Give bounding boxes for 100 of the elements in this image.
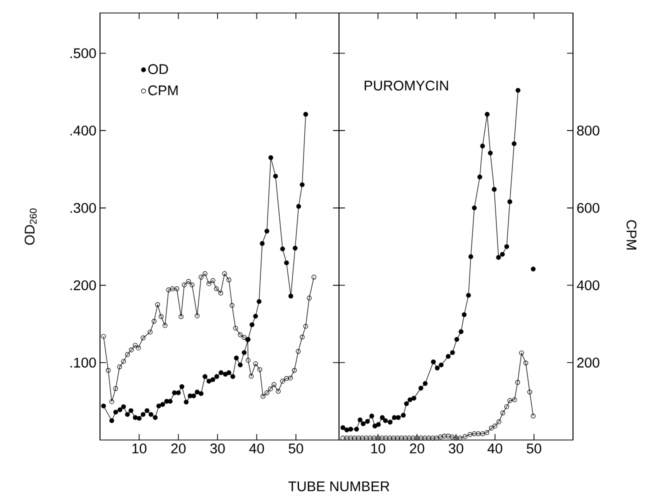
point [226,277,232,282]
point [348,436,354,440]
point [160,402,166,407]
point [206,378,212,384]
point [260,394,266,399]
point [284,376,289,381]
point [303,112,308,117]
point [418,386,424,391]
point [117,364,122,370]
x-tick-label: 10 [371,444,386,454]
point [121,359,126,364]
point [376,436,380,440]
point [168,398,173,404]
point [226,370,232,376]
point [372,436,377,440]
point [210,278,216,284]
point [260,241,265,246]
point [512,397,517,402]
point [434,366,440,370]
point [364,436,369,440]
point [430,359,436,364]
point [408,397,412,402]
point [472,206,477,210]
point [118,407,122,412]
point [442,434,447,439]
point [516,88,520,93]
point [136,346,141,350]
point [273,174,278,179]
point [376,422,381,427]
point [504,404,510,410]
point [512,141,517,146]
point [198,274,204,280]
point [288,376,293,381]
point [125,352,130,357]
point [276,388,281,394]
point [434,436,439,440]
point [280,378,285,384]
legend-label: OD [148,64,168,74]
point [410,436,416,440]
point [399,436,404,440]
point [369,414,374,418]
point [253,361,258,366]
y-tick-label: .300 [70,202,96,213]
point [284,260,289,266]
point [468,254,474,260]
point [402,436,408,440]
point [125,412,130,417]
point [121,404,126,410]
point [523,360,528,366]
x-tick-label: 30 [448,444,464,454]
x-tick-label: 30 [210,444,225,454]
point [214,374,220,379]
point [246,358,251,363]
point [140,412,146,417]
point [218,290,224,296]
point [257,367,262,372]
point [190,282,194,288]
point [450,350,455,355]
legend-label: CPM [148,85,178,96]
y2-tick-label: 800 [577,126,600,136]
point [454,337,460,342]
point [458,329,464,334]
point [156,404,162,408]
point [109,399,114,404]
point [348,426,354,432]
point [148,330,153,334]
point [392,415,397,420]
point [268,386,273,392]
point [406,436,412,440]
point [184,400,189,404]
point [268,155,274,160]
point [288,294,294,299]
point [368,436,373,440]
point [152,415,158,420]
point [480,144,485,148]
point [296,349,301,354]
point [256,299,262,304]
point [438,362,444,368]
point [391,436,396,440]
point [172,390,177,396]
point [489,426,494,430]
point [186,279,191,284]
y-tick-label: .400 [70,126,96,136]
point [438,434,443,440]
point [140,335,146,340]
point [306,296,312,300]
point [234,356,239,360]
point [178,314,184,320]
point [527,390,532,394]
point [191,394,196,398]
point [174,286,180,292]
point [418,436,424,440]
point [238,362,243,368]
point [396,415,401,420]
point [414,436,420,440]
point [179,384,184,390]
point [507,199,512,204]
point [365,419,370,424]
point [507,398,512,403]
point [176,390,181,396]
